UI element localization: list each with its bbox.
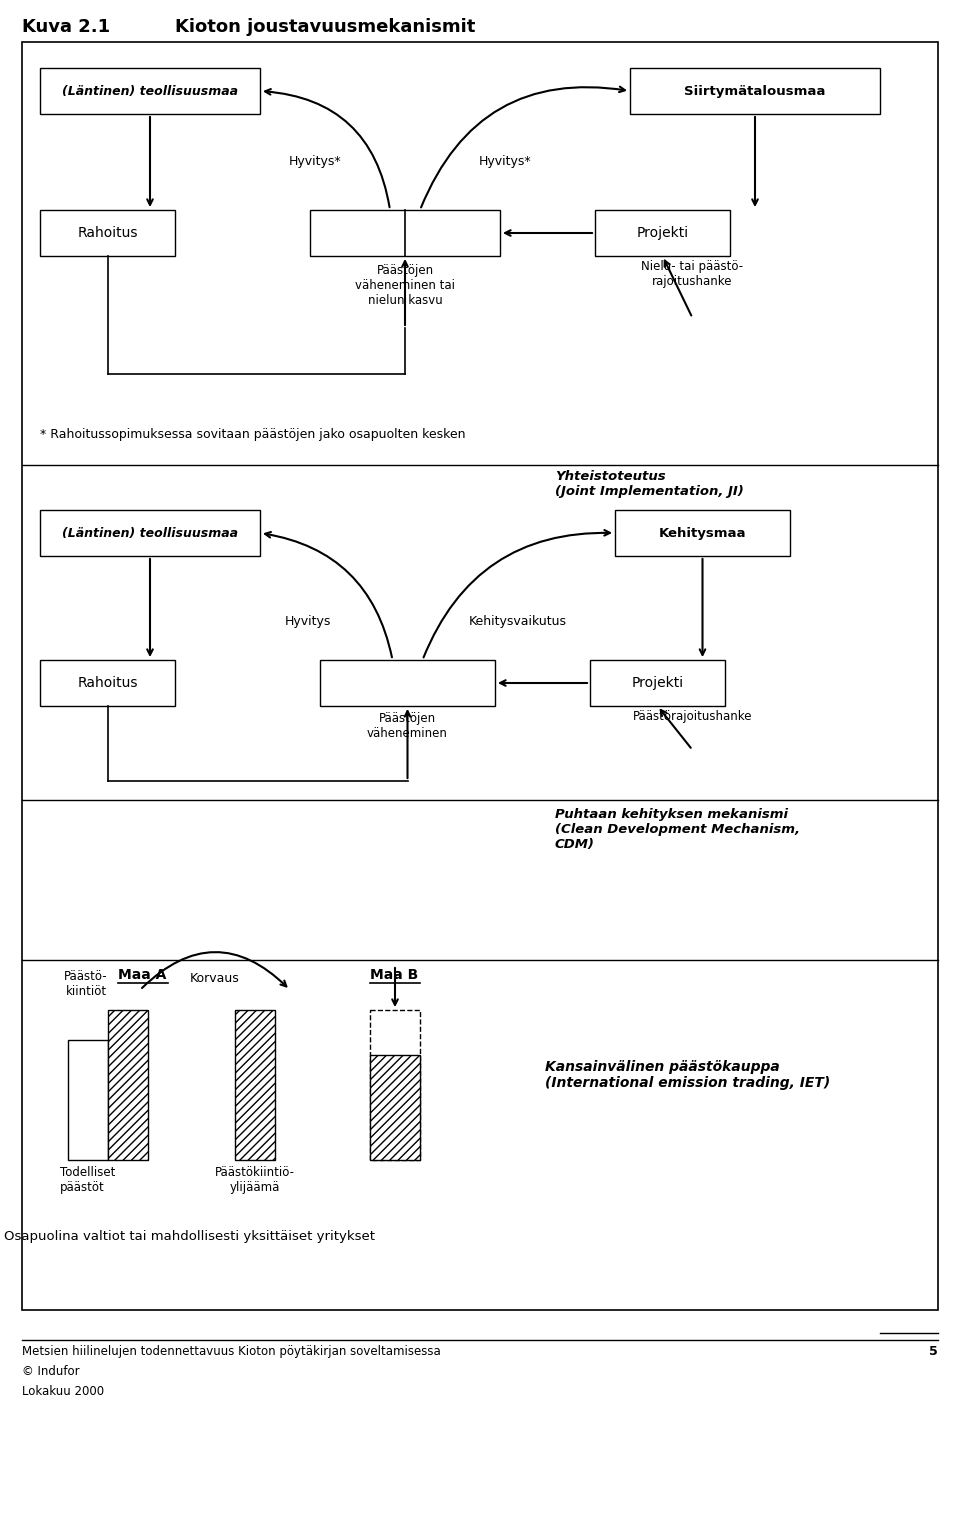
Text: Kuva 2.1: Kuva 2.1 — [22, 18, 110, 35]
Text: Kehitysvaikutus: Kehitysvaikutus — [468, 615, 566, 629]
Text: Kehitysmaa: Kehitysmaa — [659, 527, 746, 539]
Text: Korvaus: Korvaus — [190, 971, 240, 985]
Text: Maa A: Maa A — [118, 968, 166, 982]
Bar — [320, 659, 495, 705]
Text: Rahoitus: Rahoitus — [77, 676, 137, 690]
Bar — [310, 211, 500, 257]
Text: Metsien hiilinelujen todennettavuus Kioton pöytäkirjan soveltamisessa: Metsien hiilinelujen todennettavuus Kiot… — [22, 1345, 441, 1359]
Text: Projekti: Projekti — [632, 676, 684, 690]
Text: 5: 5 — [929, 1345, 938, 1359]
Text: Siirtymätalousmaa: Siirtymätalousmaa — [684, 85, 826, 97]
Bar — [370, 1054, 420, 1160]
Bar — [370, 1010, 420, 1160]
Text: Päästöjen
väheneminen: Päästöjen väheneminen — [367, 712, 448, 739]
Text: Päästökiintiö-
ylijäämä: Päästökiintiö- ylijäämä — [215, 1167, 295, 1194]
Text: * Rahoitussopimuksessa sovitaan päästöjen jako osapuolten kesken: * Rahoitussopimuksessa sovitaan päästöje… — [40, 427, 466, 441]
Text: Päästöjen
väheneminen tai
nielun kasvu: Päästöjen väheneminen tai nielun kasvu — [355, 264, 455, 307]
Bar — [590, 659, 725, 705]
Text: Hyvitys*: Hyvitys* — [289, 155, 342, 169]
Bar — [235, 1010, 275, 1160]
Text: Projekti: Projekti — [636, 226, 688, 240]
Text: Osapuolina valtiot tai mahdollisesti yksittäiset yritykset: Osapuolina valtiot tai mahdollisesti yks… — [5, 1230, 375, 1243]
Text: Rahoitus: Rahoitus — [77, 226, 137, 240]
Bar — [40, 510, 260, 556]
Text: Kioton joustavuusmekanismit: Kioton joustavuusmekanismit — [175, 18, 475, 35]
Bar — [615, 510, 790, 556]
Text: Lokakuu 2000: Lokakuu 2000 — [22, 1385, 104, 1399]
Bar — [595, 211, 730, 257]
Text: Hyvitys: Hyvitys — [284, 615, 330, 629]
Text: (Läntinen) teollisuusmaa: (Läntinen) teollisuusmaa — [62, 85, 238, 97]
Text: (Läntinen) teollisuusmaa: (Läntinen) teollisuusmaa — [62, 527, 238, 539]
Text: Todelliset
päästöt: Todelliset päästöt — [60, 1167, 115, 1194]
Bar — [108, 1010, 148, 1160]
Text: Puhtaan kehityksen mekanismi
(Clean Development Mechanism,
CDM): Puhtaan kehityksen mekanismi (Clean Deve… — [555, 808, 800, 851]
Bar — [40, 659, 175, 705]
Text: Nielu- tai päästö-
rajoitushanke: Nielu- tai päästö- rajoitushanke — [641, 260, 744, 287]
Bar — [40, 211, 175, 257]
Text: Maa B: Maa B — [370, 968, 419, 982]
Text: Päästö-
kiintiöt: Päästö- kiintiöt — [64, 970, 108, 998]
Bar — [630, 68, 880, 114]
Text: © Indufor: © Indufor — [22, 1365, 80, 1379]
Text: Päästörajoitushanke: Päästörajoitushanke — [633, 710, 753, 722]
Text: Hyvitys*: Hyvitys* — [479, 155, 531, 169]
Bar — [22, 41, 938, 1310]
Bar — [40, 68, 260, 114]
Text: Yhteistoteutus
(Joint Implementation, JI): Yhteistoteutus (Joint Implementation, JI… — [555, 470, 744, 498]
Bar — [68, 1041, 108, 1160]
Text: Kansainvälinen päästökauppa
(International emission trading, IET): Kansainvälinen päästökauppa (Internation… — [545, 1061, 830, 1090]
